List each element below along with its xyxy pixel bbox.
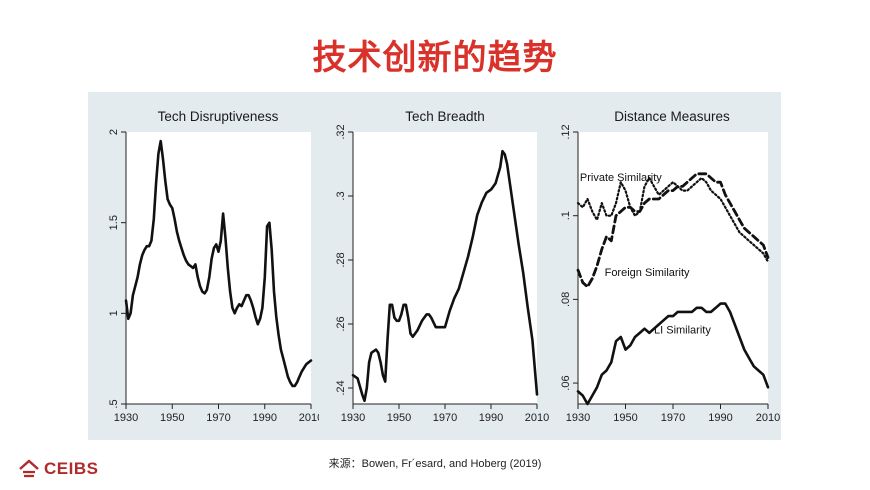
x-tick-label: 1970	[661, 412, 685, 424]
chart-tech-breadth: Tech Breadth 1930 1950 1970 1990 2010 .24 .26 .2…	[335, 109, 549, 424]
y-tick-label: .06	[560, 375, 572, 390]
series-annotation: LI Similarity	[654, 324, 711, 336]
x-tick-label: 1990	[708, 412, 732, 424]
series-line	[124, 139, 313, 388]
y-tick-label: .26	[335, 316, 347, 331]
series-annotation: Foreign Similarity	[605, 267, 690, 279]
x-tick-label: 1950	[160, 412, 184, 424]
y-tick-label: .08	[560, 292, 572, 307]
x-tick-label: 2010	[525, 412, 549, 424]
y-tick-label: .1	[560, 211, 572, 220]
series-line-li-similarity	[576, 302, 770, 406]
x-tick-label: 1950	[613, 412, 637, 424]
plot-area	[353, 132, 537, 404]
y-tick-label: 1.5	[108, 215, 120, 230]
figure-panel: Tech Disruptiveness 1930 1950 1970 1990 2010.…	[88, 92, 781, 440]
x-tick-label: 1930	[566, 412, 590, 424]
y-tick-label: .28	[335, 252, 347, 267]
x-tick-label: 1970	[206, 412, 230, 424]
chart-distance-measures: Distance Measures 1930 1950 1970 1990 2010 .06…	[560, 109, 780, 424]
logo-text: CEIBS	[44, 459, 99, 478]
y-tick-label: 1	[108, 310, 120, 316]
x-tick-label: 2010	[756, 412, 780, 424]
x-tick-label: 1990	[253, 412, 277, 424]
y-tick-label: .32	[335, 124, 347, 139]
source-citation: 来源：Bowen, Fr´esard, and Hoberg (2019)	[328, 458, 542, 470]
chart-title: Distance Measures	[614, 109, 730, 124]
series-line-private-similarity	[576, 176, 770, 263]
ceibs-emblem-icon	[19, 459, 39, 478]
chart-tech-disruptiveness: Tech Disruptiveness 1930 1950 1970 1990 2010.…	[108, 109, 319, 424]
x-tick-label: 1970	[433, 412, 457, 424]
y-tick-label: .3	[335, 191, 347, 200]
y-tick-label: .12	[560, 124, 572, 139]
series-annotation: Private Similarity	[580, 172, 662, 184]
series-line-foreign-similarity	[576, 172, 770, 289]
series-line	[351, 149, 539, 403]
x-tick-label: 1930	[341, 412, 365, 424]
x-tick-label: 1990	[479, 412, 503, 424]
x-tick-label: 1930	[114, 412, 138, 424]
y-tick-label: .24	[335, 380, 347, 395]
y-tick-label: .5	[108, 399, 120, 408]
chart-title: Tech Breadth	[405, 109, 485, 124]
slide-title: 技术创新的趋势	[312, 38, 558, 78]
plot-area	[578, 132, 768, 404]
chart-title: Tech Disruptiveness	[158, 109, 279, 124]
ceibs-logo: CEIBS	[18, 458, 98, 480]
x-tick-label: 2010	[299, 412, 319, 424]
y-tick-label: 2	[108, 129, 120, 135]
x-tick-label: 1950	[387, 412, 411, 424]
